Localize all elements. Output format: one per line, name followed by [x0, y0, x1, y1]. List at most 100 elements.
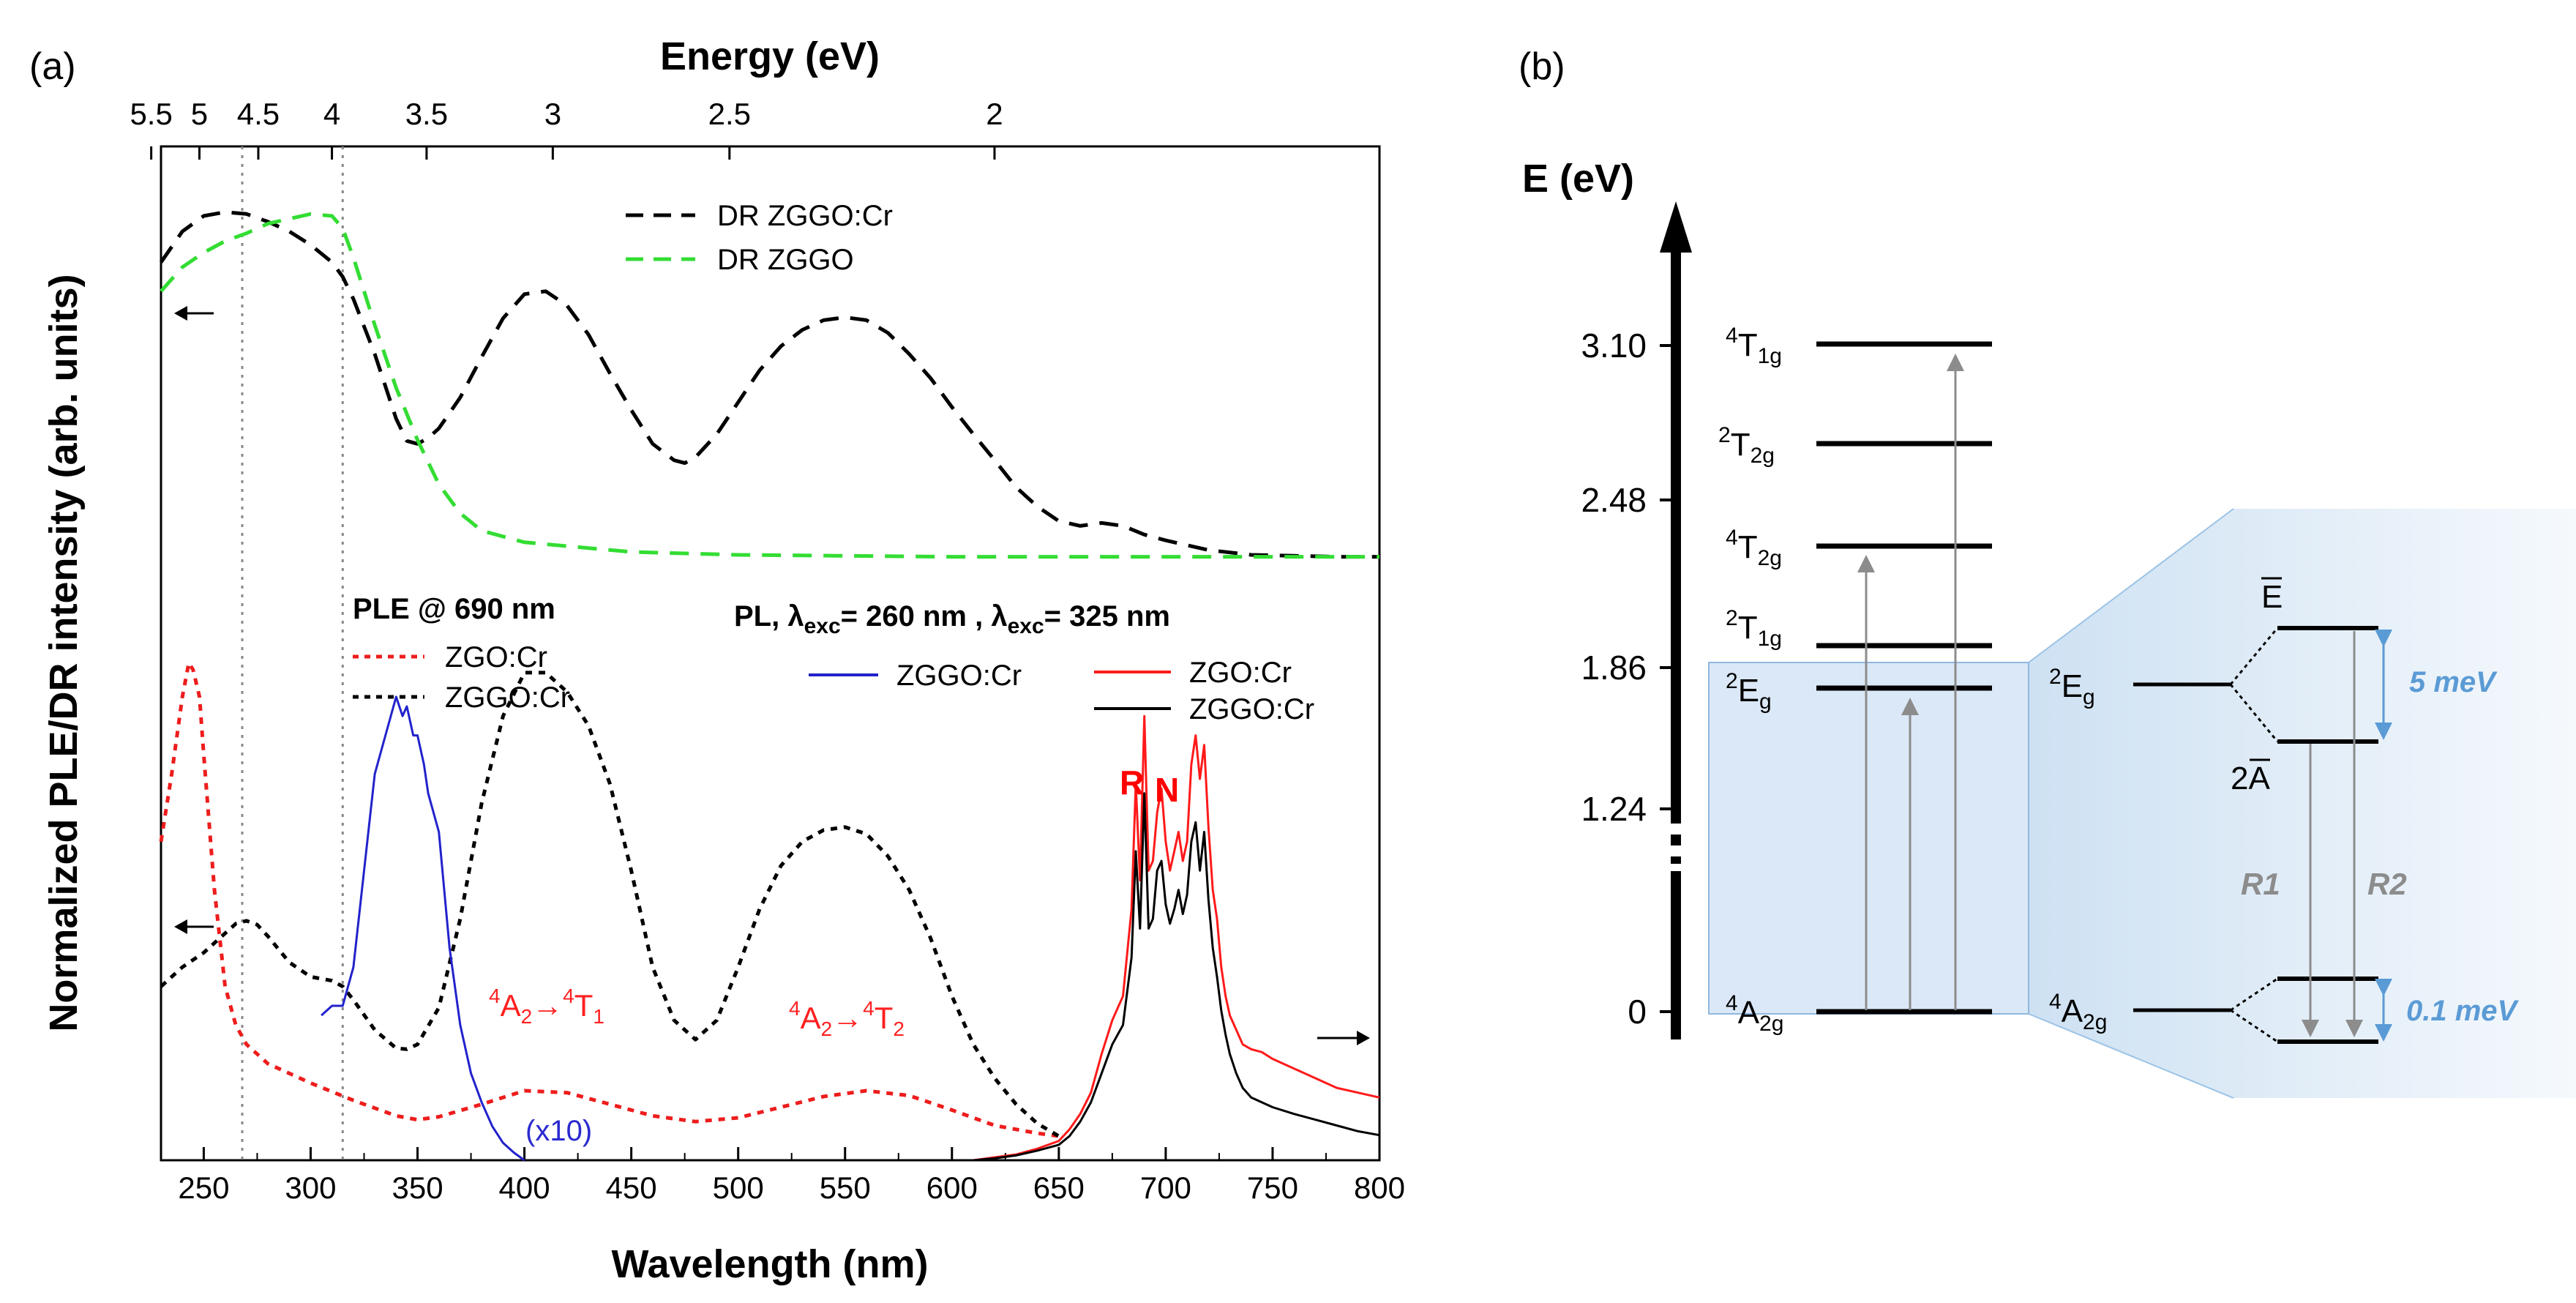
- level-2t1g: 2T1g: [1726, 606, 1992, 651]
- svg-text:2.48: 2.48: [1581, 481, 1647, 519]
- top-tick-label: 4: [323, 97, 340, 131]
- legend-ple-title: PLE @ 690 nm: [353, 593, 555, 625]
- energy-tick-0: 0: [1628, 993, 1676, 1031]
- x-tick-label: 550: [820, 1171, 871, 1205]
- n-line-label: N: [1155, 771, 1179, 809]
- energy-tick-1-24: 1.24: [1581, 790, 1676, 828]
- x-tick-label: 500: [713, 1171, 764, 1205]
- x-tick-label: 650: [1033, 1171, 1085, 1205]
- x-axis-title: Wavelength (nm): [611, 1242, 928, 1286]
- top-tick-label: 2: [986, 97, 1003, 131]
- panel-b-label: (b): [1519, 45, 1565, 88]
- right-axis-arrow-pl: [1317, 1031, 1370, 1045]
- top-tick-label: 5: [191, 97, 208, 131]
- series-line: [973, 714, 1380, 1162]
- reference-lines: [241, 146, 344, 1160]
- level-2t1g-label: 2T1g: [1726, 606, 1782, 651]
- zoom-2abar-label: 2A: [2231, 761, 2270, 796]
- level-2eg-label: 2Eg: [1726, 669, 1772, 714]
- top-tick-label: 3: [544, 97, 561, 131]
- gap-5mev-label: 5 meV: [2409, 666, 2498, 698]
- gap-0-1mev-label: 0.1 meV: [2406, 995, 2520, 1027]
- legend-pl: PL, λexc= 260 nm , λexc= 325 nm ZGGO:Cr …: [734, 600, 1314, 725]
- svg-text:0: 0: [1628, 993, 1647, 1031]
- level-2eg: 2Eg: [1726, 669, 1992, 714]
- series-line: [973, 792, 1380, 1162]
- panel-a-label: (a): [29, 45, 76, 88]
- r-line-label: R: [1120, 763, 1144, 802]
- x-tick-label: 700: [1140, 1171, 1191, 1205]
- zoom-ebar-label: E: [2261, 579, 2283, 615]
- energy-ticks: 3.10 2.48 1.86 1.24 0: [1581, 326, 1676, 1031]
- scale-factor-label: (x10): [525, 1115, 592, 1147]
- zoom-projection: [2029, 509, 2576, 1098]
- series-line: [321, 695, 525, 1162]
- left-axis-arrow-ple: [174, 919, 214, 934]
- level-2t2g-label: 2T2g: [1718, 423, 1775, 468]
- split-line-lower: [2229, 684, 2279, 742]
- series-line: [160, 212, 1379, 559]
- level-2t2g: 2T2g: [1718, 423, 1992, 468]
- top-tick-label: 4.5: [237, 97, 280, 131]
- x-tick-label: 600: [926, 1171, 978, 1205]
- level-4t1g-label: 4T1g: [1726, 324, 1782, 368]
- top-energy-axis-ticks: 5.5 5 4.5 4 3.5 3 2.5 2: [130, 97, 1003, 160]
- transition-label-t1: 4A2→4T1: [489, 985, 604, 1028]
- series-line: [159, 661, 1060, 1138]
- x-tick-label: 350: [392, 1171, 443, 1205]
- zoom-line-top: [2028, 508, 2234, 663]
- zoom-detail: 2Eg E 2A 4A2g R1 R2 5 meV 0.1 meV: [2049, 577, 2520, 1044]
- series-line: [160, 671, 1060, 1138]
- y-axis-title: Normalized PLE/DR intensity (arb. units): [42, 274, 86, 1031]
- level-4a2g-label: 4A2g: [1726, 991, 1783, 1036]
- legend-ple-zgo-label: ZGO:Cr: [445, 641, 547, 673]
- level-4a2g: 4A2g: [1726, 991, 1992, 1036]
- zoom-line-bottom: [2028, 1013, 2234, 1099]
- panel-b-diagram: (b) E (eV) 3.10 2.48 1.86 1.24 0 4T1g 2T…: [1519, 45, 2576, 1099]
- x-tick-label: 400: [499, 1171, 550, 1205]
- top-tick-label: 2.5: [708, 97, 751, 131]
- series-line: [159, 210, 1379, 559]
- legend-pl-black-label: ZGGO:Cr: [1189, 693, 1314, 725]
- top-tick-label: 5.5: [130, 97, 172, 131]
- energy-tick-2-48: 2.48: [1581, 481, 1676, 519]
- legend-dr-zggo-label: DR ZGGO: [717, 244, 854, 276]
- legend-ple: PLE @ 690 nm ZGO:Cr ZGGO:Cr: [353, 593, 570, 714]
- legend-pl-blue-label: ZGGO:Cr: [896, 660, 1022, 692]
- x-tick-label: 300: [285, 1171, 336, 1205]
- legend-pl-red-label: ZGO:Cr: [1189, 657, 1292, 689]
- x-tick-label: 800: [1354, 1171, 1405, 1205]
- panel-a-chart: 250 300 350 400 450 500 550 600 650 700 750 800 5.5…: [42, 34, 1405, 1286]
- split-line-ground-upper: [2230, 977, 2278, 1012]
- energy-tick-1-86: 1.86: [1581, 649, 1676, 687]
- zoom-4a2g-label: 4A2g: [2049, 990, 2107, 1034]
- highlight-region: [1708, 662, 2029, 1015]
- svg-text:3.10: 3.10: [1581, 326, 1647, 365]
- r2-label: R2: [2367, 867, 2407, 901]
- left-axis-arrow-dr: [174, 306, 214, 321]
- legend-dr: DR ZGGO:Cr DR ZGGO: [626, 200, 893, 276]
- svg-text:1.24: 1.24: [1581, 790, 1647, 828]
- legend-dr-zggo-cr-label: DR ZGGO:Cr: [717, 200, 893, 232]
- zoom-2eg-label: 2Eg: [2049, 665, 2095, 709]
- r1-label: R1: [2241, 867, 2280, 901]
- top-tick-label: 3.5: [405, 97, 448, 131]
- plot-frame: [160, 145, 1381, 1162]
- svg-text:1.86: 1.86: [1581, 649, 1647, 687]
- energy-tick-3-10: 3.10: [1581, 326, 1676, 365]
- x-axis-ticks: 250 300 350 400 450 500 550 600 650 700 750 800: [178, 1147, 1405, 1205]
- energy-axis-title: E (eV): [1522, 157, 1634, 201]
- level-4t1g: 4T1g: [1726, 324, 1992, 368]
- top-axis-title: Energy (eV): [660, 34, 880, 78]
- series-group: [159, 210, 1380, 1162]
- split-line-ground-lower: [2230, 1009, 2278, 1043]
- x-tick-label: 450: [606, 1171, 657, 1205]
- level-4t2g-label: 4T2g: [1726, 526, 1782, 570]
- transition-label-t2: 4A2→4T2: [789, 997, 905, 1040]
- x-tick-label: 250: [178, 1171, 229, 1205]
- legend-pl-title: PL, λexc= 260 nm , λexc= 325 nm: [734, 600, 1170, 638]
- legend-ple-zggo-label: ZGGO:Cr: [445, 682, 570, 714]
- energy-axis-arrowhead: [1660, 201, 1692, 253]
- split-line-upper: [2229, 627, 2279, 685]
